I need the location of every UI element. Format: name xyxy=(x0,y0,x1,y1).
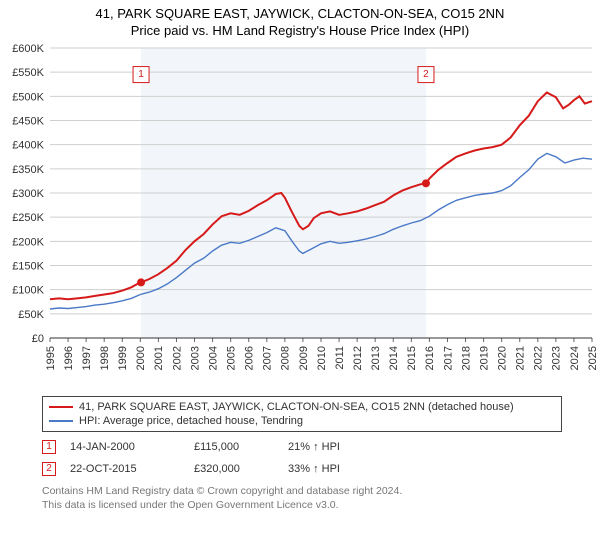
sale-price: £320,000 xyxy=(194,463,274,475)
title-sub: Price paid vs. HM Land Registry's House … xyxy=(0,23,600,38)
chart-container: 41, PARK SQUARE EAST, JAYWICK, CLACTON-O… xyxy=(0,0,600,520)
x-tick-label: 2008 xyxy=(280,346,292,370)
sale-date: 22-OCT-2015 xyxy=(70,463,180,475)
x-tick-label: 1995 xyxy=(45,346,57,370)
sale-price: £115,000 xyxy=(194,441,274,453)
y-tick-label: £450K xyxy=(12,116,44,128)
x-tick-label: 2002 xyxy=(171,346,183,370)
sale-marker-dot xyxy=(137,278,145,286)
legend-row: 41, PARK SQUARE EAST, JAYWICK, CLACTON-O… xyxy=(49,400,555,414)
footer: Contains HM Land Registry data © Crown c… xyxy=(0,480,600,520)
x-tick-label: 2024 xyxy=(569,346,581,370)
y-tick-label: £50K xyxy=(18,309,44,321)
sale-date: 14-JAN-2000 xyxy=(70,441,180,453)
sale-marker-number: 1 xyxy=(138,69,144,80)
chart-svg: £0 £50K £100K £150K £200K £250K £300K £350K £400… xyxy=(0,40,600,390)
x-tick-label: 2017 xyxy=(442,346,454,370)
x-tick-label: 2007 xyxy=(262,346,274,370)
legend-label: HPI: Average price, detached house, Tend… xyxy=(79,415,303,427)
x-tick-label: 2001 xyxy=(153,346,165,370)
x-tick-label: 2012 xyxy=(352,346,364,370)
x-tick-label: 2009 xyxy=(298,346,310,370)
x-tick-label: 2010 xyxy=(316,346,328,370)
y-tick-label: £350K xyxy=(12,164,44,176)
legend-label: 41, PARK SQUARE EAST, JAYWICK, CLACTON-O… xyxy=(79,401,514,413)
y-tick-label: £600K xyxy=(12,43,44,55)
x-tick-label: 2003 xyxy=(189,346,201,370)
sale-marker-number: 2 xyxy=(423,69,429,80)
x-tick-label: 2018 xyxy=(460,346,472,370)
footer-line-1: Contains HM Land Registry data © Crown c… xyxy=(42,484,600,498)
x-tick-label: 2021 xyxy=(515,346,527,370)
legend-row: HPI: Average price, detached house, Tend… xyxy=(49,414,555,428)
title-main: 41, PARK SQUARE EAST, JAYWICK, CLACTON-O… xyxy=(0,6,600,21)
y-tick-label: £100K xyxy=(12,285,44,297)
x-tick-label: 2004 xyxy=(207,346,219,370)
y-tick-label: £0 xyxy=(32,333,44,345)
sale-pct: 21% ↑ HPI xyxy=(288,441,378,453)
sale-row: 2 22-OCT-2015 £320,000 33% ↑ HPI xyxy=(0,458,600,480)
sale-row-marker: 2 xyxy=(42,462,56,476)
legend-box: 41, PARK SQUARE EAST, JAYWICK, CLACTON-O… xyxy=(42,396,562,432)
y-tick-label: £150K xyxy=(12,261,44,273)
footer-line-2: This data is licensed under the Open Gov… xyxy=(42,498,600,512)
sale-row: 1 14-JAN-2000 £115,000 21% ↑ HPI xyxy=(0,436,600,458)
x-tick-label: 2016 xyxy=(424,346,436,370)
x-tick-label: 2006 xyxy=(244,346,256,370)
legend-swatch xyxy=(49,406,73,408)
y-tick-label: £200K xyxy=(12,236,44,248)
x-tick-label: 1997 xyxy=(81,346,93,370)
y-tick-label: £550K xyxy=(12,67,44,79)
sales-table: 1 14-JAN-2000 £115,000 21% ↑ HPI 2 22-OCT-201… xyxy=(0,436,600,480)
x-tick-label: 2011 xyxy=(334,346,346,370)
x-tick-label: 2023 xyxy=(551,346,563,370)
sale-pct: 33% ↑ HPI xyxy=(288,463,378,475)
y-tick-label: £300K xyxy=(12,188,44,200)
x-tick-label: 2000 xyxy=(135,346,147,370)
x-tick-label: 1998 xyxy=(99,346,111,370)
chart-area: £0 £50K £100K £150K £200K £250K £300K £350K £400… xyxy=(0,40,600,390)
sale-row-marker: 1 xyxy=(42,440,56,454)
x-tick-label: 2015 xyxy=(406,346,418,370)
x-tick-label: 2020 xyxy=(497,346,509,370)
x-tick-label: 2005 xyxy=(226,346,238,370)
legend-swatch xyxy=(49,420,73,422)
x-tick-label: 1999 xyxy=(117,346,129,370)
sale-marker-dot xyxy=(422,179,430,187)
y-tick-label: £250K xyxy=(12,212,44,224)
title-block: 41, PARK SQUARE EAST, JAYWICK, CLACTON-O… xyxy=(0,0,600,40)
x-tick-label: 2014 xyxy=(388,346,400,370)
x-tick-label: 2022 xyxy=(533,346,545,370)
y-tick-label: £400K xyxy=(12,140,44,152)
x-tick-label: 2019 xyxy=(478,346,490,370)
x-tick-label: 2025 xyxy=(587,346,599,370)
x-tick-label: 2013 xyxy=(370,346,382,370)
x-tick-label: 1996 xyxy=(63,346,75,370)
y-tick-label: £500K xyxy=(12,91,44,103)
